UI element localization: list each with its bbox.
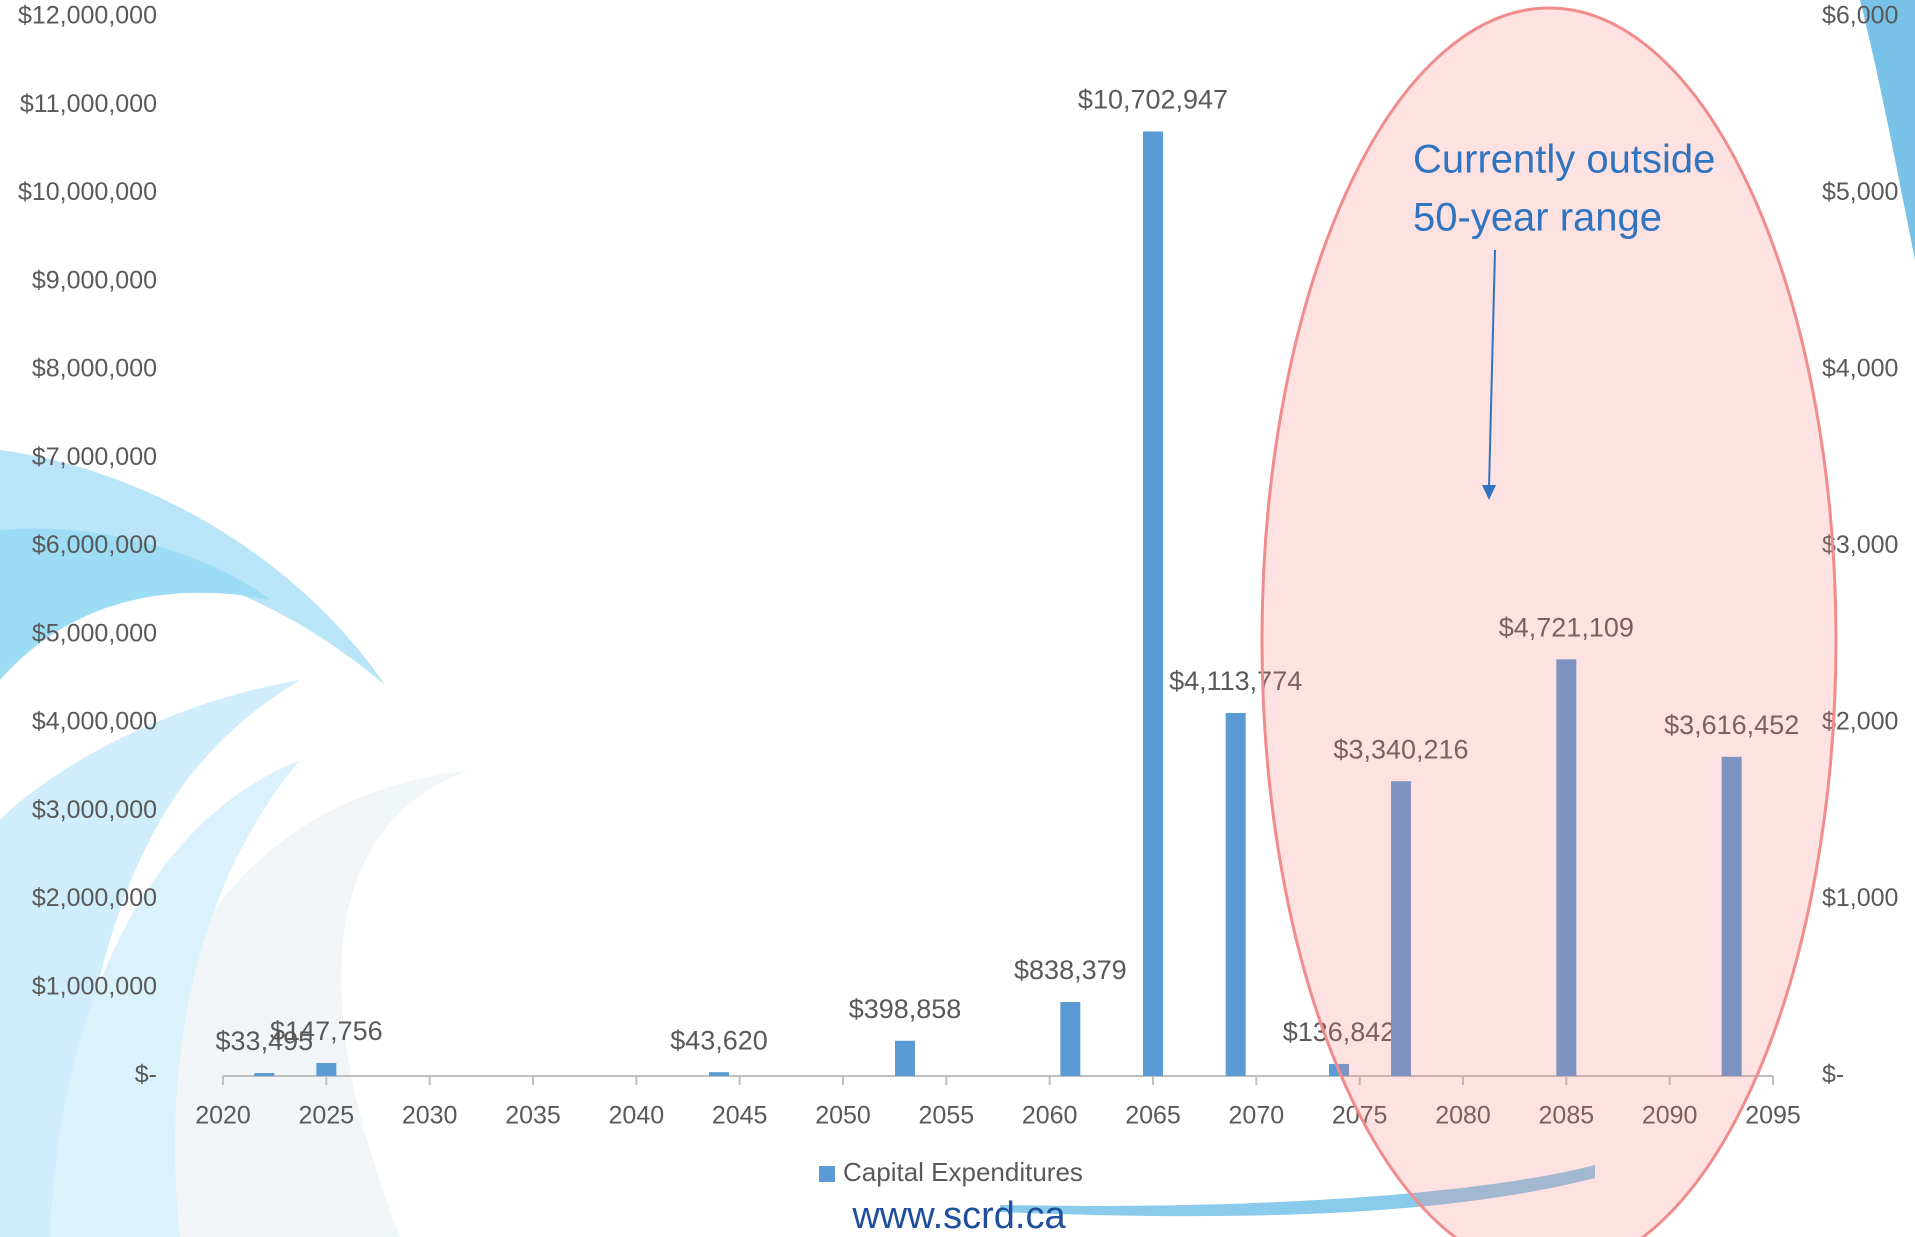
annotation-line: 50-year range	[1413, 196, 1662, 240]
legend-label: Capital Expenditures	[843, 1157, 1083, 1187]
y-tick-label: $3,000,000	[32, 796, 157, 824]
bar	[1556, 659, 1577, 1076]
bar	[1391, 781, 1411, 1076]
y2-tick-label: $-	[1822, 1061, 1844, 1089]
y-tick-label: $2,000,000	[32, 884, 157, 912]
y-tick-label: $11,000,000	[20, 90, 157, 118]
x-tick-label: 2020	[195, 1102, 251, 1130]
bar	[1721, 756, 1742, 1076]
plot-area: $- $1,000,000 $2,000,000 $3,000,000 $4,000,0…	[18, 2, 1899, 1130]
value-label: $4,113,774	[1169, 666, 1302, 696]
legend-swatch	[819, 1166, 835, 1182]
y-tick-label: $9,000,000	[32, 266, 157, 294]
y-tick-label: $10,000,000	[18, 178, 157, 206]
x-tick-label: 2045	[712, 1102, 768, 1130]
value-label: $4,721,109	[1499, 612, 1634, 642]
y2-tick-label: $5,000	[1822, 178, 1898, 206]
y-tick-label: $12,000,000	[18, 2, 157, 30]
value-label: $10,702,947	[1078, 85, 1228, 115]
value-label: $3,340,216	[1333, 734, 1468, 764]
x-tick-label: 2050	[815, 1102, 871, 1130]
x-tick-label: 2095	[1745, 1102, 1801, 1130]
bar	[1225, 712, 1246, 1076]
x-tick-label: 2085	[1539, 1102, 1595, 1130]
bar	[316, 1062, 337, 1076]
value-label: $398,858	[849, 994, 962, 1024]
x-tick-label: 2060	[1022, 1102, 1078, 1130]
y-tick-label: $5,000,000	[32, 619, 157, 647]
value-label: $147,756	[270, 1016, 383, 1046]
x-tick-label: 2080	[1435, 1102, 1491, 1130]
bar	[1143, 131, 1163, 1077]
bar	[1060, 1002, 1081, 1076]
x-tick-label: 2090	[1642, 1102, 1698, 1130]
x-tick-label: 2070	[1229, 1102, 1285, 1130]
x-tick-label: 2055	[919, 1102, 975, 1130]
bar	[895, 1040, 915, 1076]
value-label: $136,842	[1283, 1017, 1396, 1047]
x-tick-label: 2040	[609, 1102, 665, 1130]
value-label: $838,379	[1014, 955, 1127, 985]
annotation-line: Currently outside	[1413, 138, 1715, 182]
x-tick-label: 2065	[1125, 1102, 1181, 1130]
y2-tick-label: $1,000	[1822, 884, 1898, 912]
value-label: $43,620	[670, 1025, 768, 1055]
y2-tick-label: $4,000	[1822, 355, 1898, 383]
highlight-ellipse	[1260, 6, 1838, 1237]
y-tick-label: $1,000,000	[32, 972, 157, 1000]
arrow-head	[1482, 485, 1496, 500]
y-tick-label: $4,000,000	[32, 708, 157, 736]
y-tick-label: $-	[135, 1061, 157, 1089]
x-tick-label: 2030	[402, 1102, 458, 1130]
footer-url: www.scrd.ca	[851, 1195, 1066, 1237]
y-tick-label: $6,000,000	[32, 531, 157, 559]
bar	[709, 1072, 729, 1076]
annotation-arrow	[1488, 249, 1496, 489]
y2-tick-label: $6,000	[1822, 2, 1898, 30]
y-tick-label: $8,000,000	[32, 355, 157, 383]
x-tick-label: 2035	[505, 1102, 561, 1130]
bar	[254, 1073, 275, 1076]
x-tick-label: 2025	[299, 1102, 355, 1130]
value-label: $33,495	[216, 1026, 314, 1056]
y-tick-label: $7,000,000	[32, 443, 157, 471]
value-label: $3,616,452	[1664, 710, 1799, 740]
